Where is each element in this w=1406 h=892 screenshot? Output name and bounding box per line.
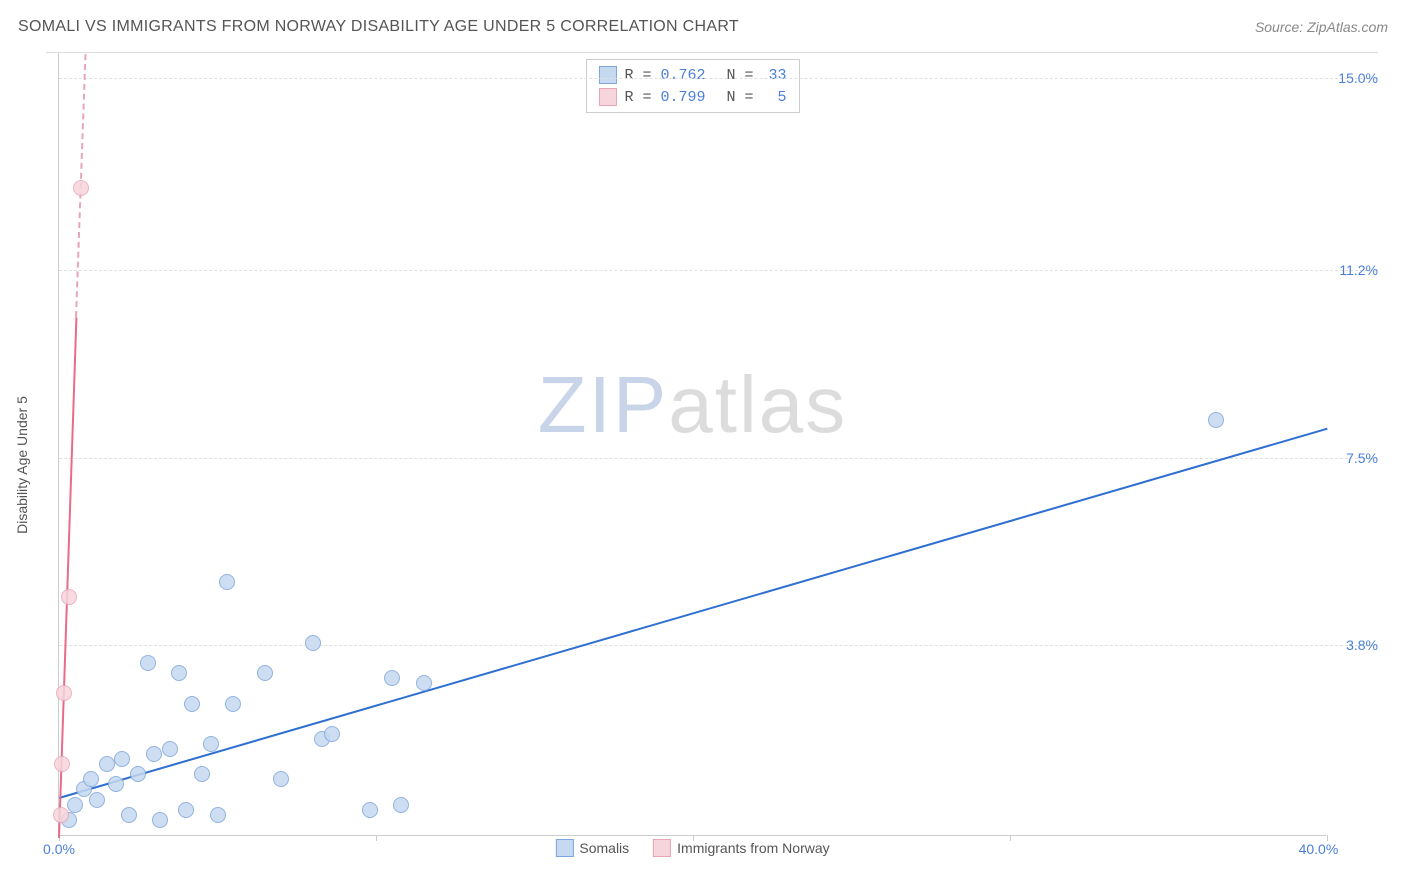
data-point [305,635,321,651]
y-tick-label: 15.0% [1328,70,1378,86]
gridline [59,270,1378,271]
legend-label: Immigrants from Norway [677,840,829,856]
data-point [203,736,219,752]
data-point [178,802,194,818]
gridline [59,645,1378,646]
data-point [225,696,241,712]
data-point [273,771,289,787]
series-swatch [598,66,616,84]
x-tick [1010,835,1011,841]
data-point [53,807,69,823]
x-tick [376,835,377,841]
bottom-legend: Somalis Immigrants from Norway [555,839,829,857]
gridline [59,458,1378,459]
data-point [384,670,400,686]
data-point [121,807,137,823]
stats-row: R = 0.762 N = 33 [598,64,786,86]
data-point [61,589,77,605]
data-point [184,696,200,712]
y-tick-label: 3.8% [1328,637,1378,653]
data-point [324,726,340,742]
data-point [67,797,83,813]
stats-text: R = 0.799 N = 5 [624,89,786,106]
data-point [362,802,378,818]
legend-swatch [555,839,573,857]
data-point [99,756,115,772]
data-point [152,812,168,828]
data-point [219,574,235,590]
data-point [73,180,89,196]
source-attribution: Source: ZipAtlas.com [1255,19,1388,35]
chart-area: Disability Age Under 5 ZIPatlas R = 0.76… [46,52,1378,860]
data-point [210,807,226,823]
stats-text: R = 0.762 N = 33 [624,67,786,84]
data-point [56,685,72,701]
chart-title: SOMALI VS IMMIGRANTS FROM NORWAY DISABIL… [18,18,739,36]
y-tick-label: 11.2% [1328,262,1378,278]
data-point [114,751,130,767]
data-point [108,776,124,792]
legend-item: Immigrants from Norway [653,839,829,857]
data-point [171,665,187,681]
data-point [89,792,105,808]
header: SOMALI VS IMMIGRANTS FROM NORWAY DISABIL… [18,18,1388,36]
data-point [194,766,210,782]
data-point [130,766,146,782]
legend-label: Somalis [579,840,629,856]
y-axis-label: Disability Age Under 5 [14,396,30,534]
data-point [257,665,273,681]
stats-row: R = 0.799 N = 5 [598,86,786,108]
data-point [83,771,99,787]
correlation-stats-box: R = 0.762 N = 33 R = 0.799 N = 5 [585,59,799,113]
x-tick [693,835,694,841]
data-point [416,675,432,691]
plot-region: ZIPatlas R = 0.762 N = 33 R = 0.799 N = 5… [58,53,1326,836]
legend-swatch [653,839,671,857]
data-point [393,797,409,813]
x-max-label: 40.0% [1299,841,1339,857]
trendline-0 [59,427,1328,798]
y-tick-label: 7.5% [1328,450,1378,466]
gridline [59,78,1378,79]
data-point [162,741,178,757]
watermark: ZIPatlas [538,359,847,451]
data-point [1208,412,1224,428]
legend-item: Somalis [555,839,629,857]
data-point [146,746,162,762]
data-point [140,655,156,671]
series-swatch [598,88,616,106]
x-min-label: 0.0% [43,841,75,857]
watermark-atlas: atlas [668,360,847,449]
data-point [54,756,70,772]
watermark-zip: ZIP [538,360,668,449]
